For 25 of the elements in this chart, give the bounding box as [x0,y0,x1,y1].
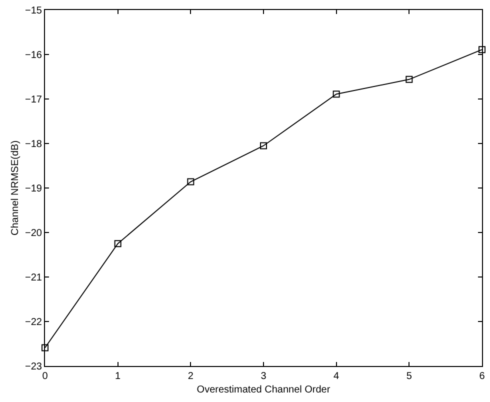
point [332,90,340,98]
y-tick-label: −21 [25,272,42,284]
y-tick-label: −22 [25,317,42,328]
x-tick-label: 3 [260,371,267,382]
point [187,178,194,186]
x-tick-label: 1 [115,371,122,382]
x-tick-label: 0 [42,371,48,382]
x-tick-label: 5 [406,371,412,382]
y-tick-label: −18 [25,139,42,150]
x-tick-label: 4 [334,371,340,382]
y-tick-label: −15 [25,6,42,16]
point [260,142,267,150]
x-tick-label: 6 [479,371,486,382]
point [406,76,413,83]
point [42,344,48,352]
x-tick-label: 2 [188,371,194,382]
y-tick-label: −17 [25,94,42,106]
point [478,46,486,54]
y-tick-label: −23 [25,362,42,372]
point [114,240,122,248]
y-tick-label: −20 [25,228,42,239]
y-axis-title: Channel NRMSE(dB) [10,140,22,236]
x-axis-title: Overestimated Channel Order [196,384,331,396]
y-tick-label: −19 [25,184,42,194]
y-tick-label: −16 [25,50,42,61]
